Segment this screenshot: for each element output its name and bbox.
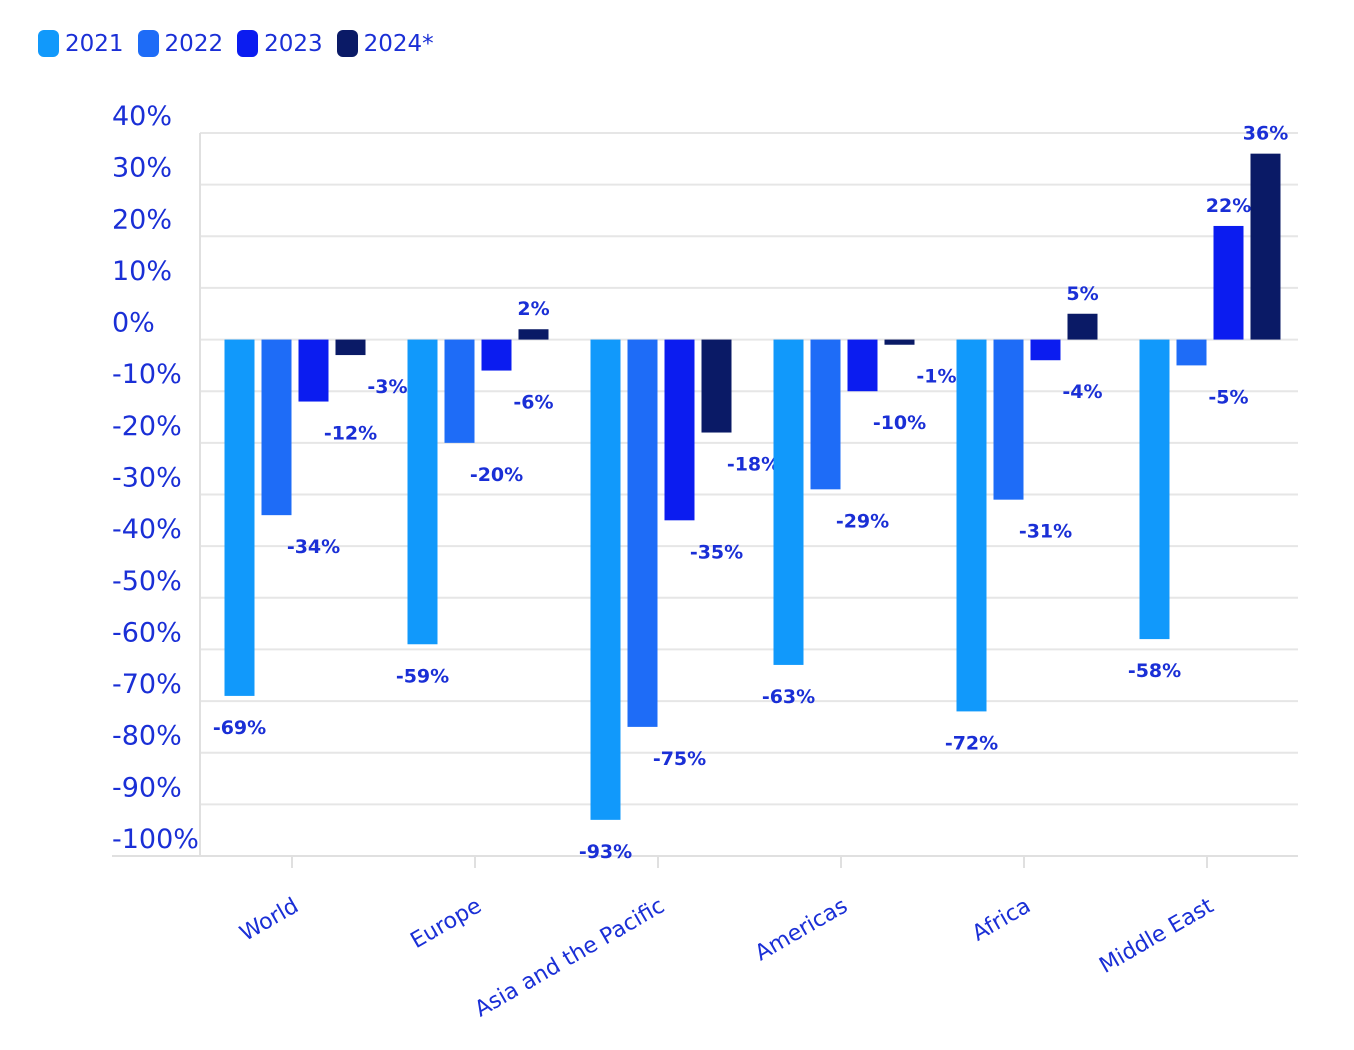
legend-label: 2023 bbox=[264, 30, 323, 57]
y-tick-label: 0% bbox=[112, 308, 155, 339]
bar bbox=[884, 339, 915, 345]
bar bbox=[444, 339, 475, 443]
bar bbox=[773, 339, 804, 665]
data-label: -5% bbox=[1208, 386, 1248, 408]
data-label: -1% bbox=[916, 366, 956, 388]
data-label: -35% bbox=[690, 541, 743, 563]
bar bbox=[518, 329, 549, 340]
y-tick-label: -80% bbox=[112, 721, 182, 752]
bar bbox=[335, 339, 366, 356]
x-tick-label: Middle East bbox=[1095, 893, 1218, 978]
legend-item-2021: 2021 bbox=[38, 30, 124, 57]
data-label: -29% bbox=[836, 510, 889, 532]
bar bbox=[810, 339, 841, 490]
bar bbox=[956, 339, 987, 712]
bar bbox=[224, 339, 255, 696]
data-label: -18% bbox=[727, 454, 780, 476]
y-tick-label: -70% bbox=[112, 669, 182, 700]
data-label: -6% bbox=[513, 392, 553, 414]
bar bbox=[590, 339, 621, 820]
y-tick-label: 30% bbox=[112, 153, 172, 184]
y-tick-label: -50% bbox=[112, 566, 182, 597]
data-label: -59% bbox=[396, 665, 449, 687]
legend-item-2022: 2022 bbox=[137, 30, 224, 57]
x-tick-label: Africa bbox=[968, 894, 1035, 947]
bar bbox=[701, 339, 732, 433]
data-label: -75% bbox=[653, 748, 706, 770]
data-label: -4% bbox=[1062, 381, 1102, 403]
data-label: 2% bbox=[517, 298, 549, 320]
bar bbox=[847, 339, 878, 392]
bar bbox=[1250, 153, 1281, 340]
x-tick-label: Americas bbox=[751, 894, 852, 967]
bar bbox=[407, 339, 438, 645]
data-label: -3% bbox=[367, 376, 407, 398]
bar bbox=[261, 339, 292, 516]
x-tick-label: Asia and the Pacific bbox=[471, 894, 669, 1023]
legend-item-2023: 2023 bbox=[237, 30, 323, 57]
data-label: -93% bbox=[579, 841, 632, 863]
bar bbox=[298, 339, 329, 402]
bar bbox=[664, 339, 695, 521]
data-label: 5% bbox=[1066, 283, 1098, 305]
bar bbox=[1139, 339, 1170, 640]
bar bbox=[627, 339, 658, 727]
bar bbox=[1030, 339, 1061, 361]
bar bbox=[1067, 313, 1098, 340]
data-label: -12% bbox=[324, 423, 377, 445]
data-label: -10% bbox=[873, 412, 926, 434]
y-tick-label: -10% bbox=[112, 359, 182, 390]
legend-label: 2021 bbox=[65, 30, 124, 57]
data-label: 22% bbox=[1206, 195, 1251, 217]
y-tick-label: -90% bbox=[112, 772, 182, 803]
bar bbox=[1213, 225, 1244, 340]
y-tick-label: -30% bbox=[112, 463, 182, 494]
data-label: 36% bbox=[1243, 123, 1288, 145]
legend-swatch bbox=[237, 30, 259, 57]
data-label: -72% bbox=[945, 732, 998, 754]
y-tick-label: 20% bbox=[112, 204, 172, 235]
legend-label: 2022 bbox=[164, 30, 224, 57]
legend-swatch bbox=[336, 30, 358, 57]
data-label: -34% bbox=[287, 536, 340, 558]
bar bbox=[1176, 339, 1207, 366]
data-label: -63% bbox=[762, 686, 815, 708]
y-tick-label: 40% bbox=[112, 101, 172, 132]
y-tick-label: -100% bbox=[112, 824, 199, 855]
legend-swatch bbox=[137, 30, 159, 57]
data-label: -31% bbox=[1019, 521, 1072, 543]
y-tick-label: -60% bbox=[112, 617, 182, 648]
data-label: -20% bbox=[470, 464, 523, 486]
legend: 2021 2022 2023 2024* bbox=[38, 30, 448, 57]
y-tick-label: -40% bbox=[112, 514, 182, 545]
x-tick-label: Europe bbox=[406, 894, 486, 954]
legend-swatch bbox=[38, 30, 59, 57]
legend-label: 2024* bbox=[363, 30, 434, 57]
bar bbox=[481, 339, 512, 371]
bar bbox=[993, 339, 1024, 500]
x-tick-label: World bbox=[236, 894, 303, 947]
y-tick-label: -20% bbox=[112, 411, 182, 442]
y-tick-label: 10% bbox=[112, 256, 172, 287]
data-label: -58% bbox=[1128, 660, 1181, 682]
legend-item-2024: 2024* bbox=[336, 30, 434, 57]
data-label: -69% bbox=[213, 717, 266, 739]
